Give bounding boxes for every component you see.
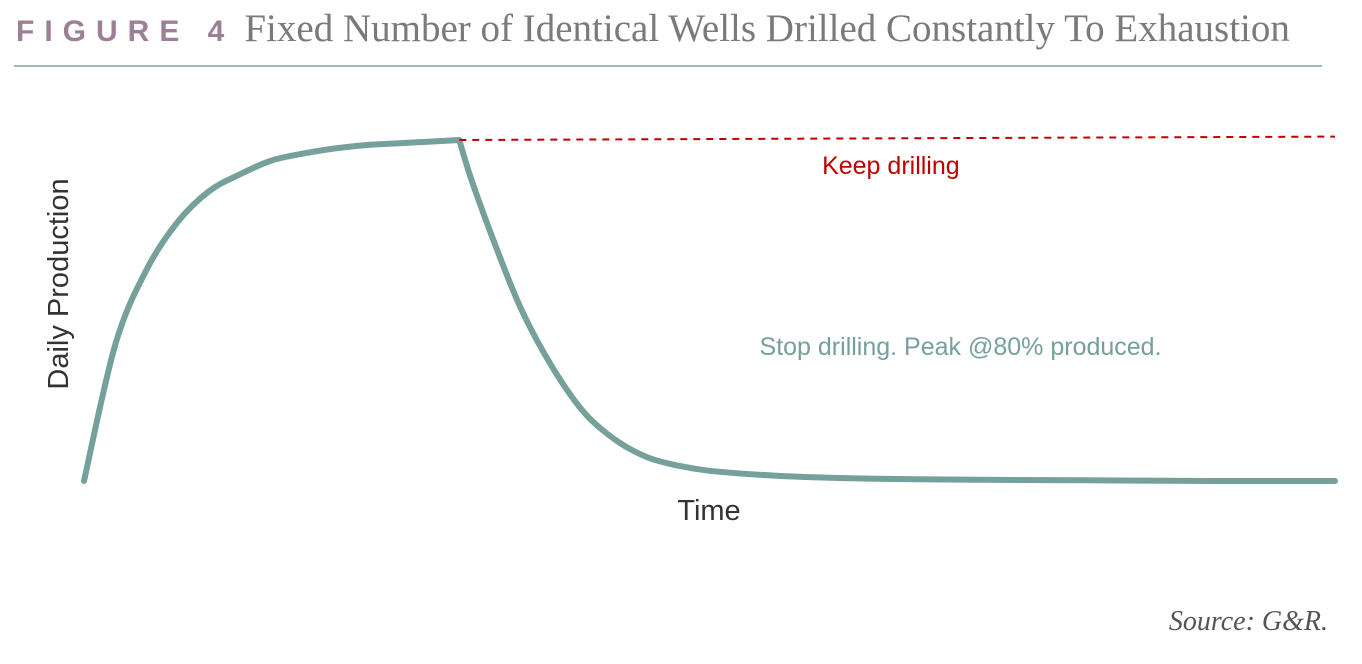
series-line-stop-drilling (81, 137, 1338, 485)
stop-drilling-label: Stop drilling. Peak @80% produced. (760, 333, 1162, 361)
keep-drilling-label: Keep drilling (822, 152, 960, 180)
figure-header: FIGURE 4 Fixed Number of Identical Wells… (16, 6, 1322, 56)
source-note: Source: G&R. (1168, 606, 1328, 637)
annotation-layer: Keep drilling Stop drilling. Peak @80% pr… (760, 152, 1162, 361)
figure-title: Fixed Number of Identical Wells Drilled … (244, 7, 1290, 50)
series-layer (81, 135, 1338, 485)
y-axis-label: Daily Production (43, 178, 75, 389)
title-divider (14, 65, 1322, 67)
x-axis-label: Time (677, 495, 740, 527)
series-line-keep-drilling (459, 135, 1336, 141)
figure-label: FIGURE 4 (16, 15, 235, 48)
